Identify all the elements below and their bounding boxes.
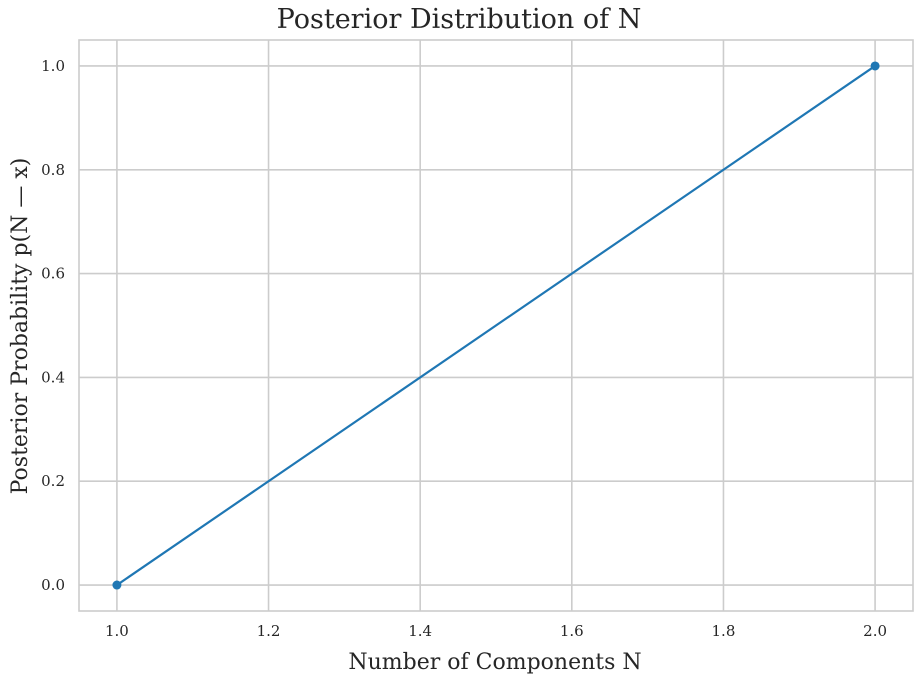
chart-title: Posterior Distribution of N	[277, 4, 642, 35]
y-tick-label: 0.6	[41, 265, 65, 283]
x-tick-label: 2.0	[863, 622, 887, 640]
y-tick-label: 1.0	[41, 57, 65, 75]
ticks: 1.0 1.2 1.4 1.6 1.8 2.0 0.0 0.2 0.4 0.6 0.8 1.0	[41, 57, 887, 640]
y-tick-label: 0.2	[41, 472, 65, 490]
y-tick-label: 0.4	[41, 368, 65, 386]
x-tick-label: 1.8	[712, 622, 736, 640]
series-line	[115, 64, 877, 587]
y-tick-label: 0.0	[41, 576, 65, 594]
series-layer	[112, 61, 880, 590]
grid	[79, 40, 913, 611]
x-tick-label: 1.4	[408, 622, 432, 640]
x-tick-label: 1.2	[257, 622, 281, 640]
data-point	[112, 580, 122, 590]
x-tick-label: 1.6	[560, 622, 584, 640]
data-point	[870, 61, 880, 71]
plot-frame	[78, 39, 914, 612]
x-tick-label: 1.0	[105, 622, 129, 640]
x-axis-label: Number of Components N	[348, 650, 641, 675]
y-axis-label: Posterior Probability p(N — x)	[8, 158, 33, 495]
y-tick-label: 0.8	[41, 161, 65, 179]
